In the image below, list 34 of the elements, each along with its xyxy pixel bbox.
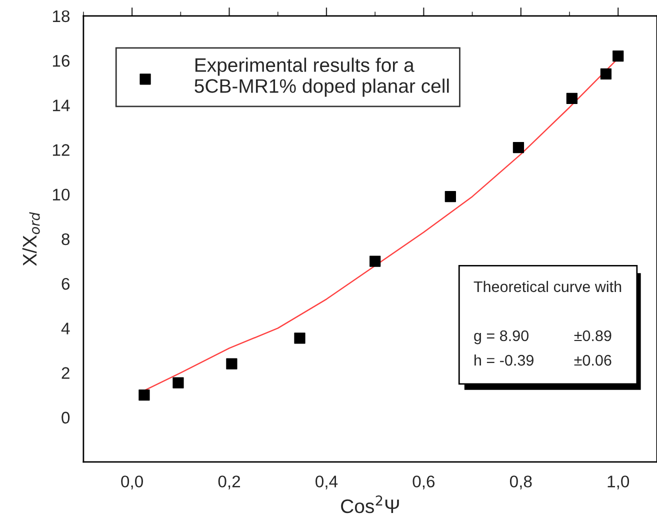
y-tick-label: 12 [52,144,70,156]
y-tick-label: 6 [62,278,70,290]
y-axis-title: X/X$_{ord}$ [22,212,40,266]
point [600,68,612,80]
point [226,358,238,370]
y-tick-label: 4 [61,322,70,334]
legend-label: Experimental results for a 5CB-MR1% doped planar cell [194,58,449,97]
point [512,142,524,154]
y-tick-label: 2 [62,367,70,379]
x-tick-label: 0,8 [510,476,532,490]
x-axis-title: Cos$^{2}$Ψ [341,495,399,514]
annotation: g = 8.90 [474,330,529,344]
point [444,191,456,202]
annotation: ±0.89 [574,330,612,342]
annotation: ±0.06 [574,354,612,366]
x-tick-label: 0,4 [316,476,338,490]
y-tick-label: 10 [52,188,70,201]
y-tick-label: 8 [62,233,70,246]
y-tick-label: 14 [52,100,70,112]
point [172,377,184,388]
x-tick-label: 0,0 [121,476,143,490]
y-tick-label: 0 [62,412,70,424]
point [294,332,306,344]
annotation: h = -0.39 [474,354,534,366]
annotation: Theoretical curve with [474,280,622,292]
point [138,390,150,401]
x-tick-label: 1,0 [608,476,630,490]
point [370,256,381,267]
y-tick-label: 16 [52,54,70,67]
x-tick-label: 0,2 [218,476,240,490]
x-tick-label: 0,6 [412,476,435,490]
point [612,50,624,62]
point [566,92,578,104]
y-tick-label: 18 [52,10,70,22]
